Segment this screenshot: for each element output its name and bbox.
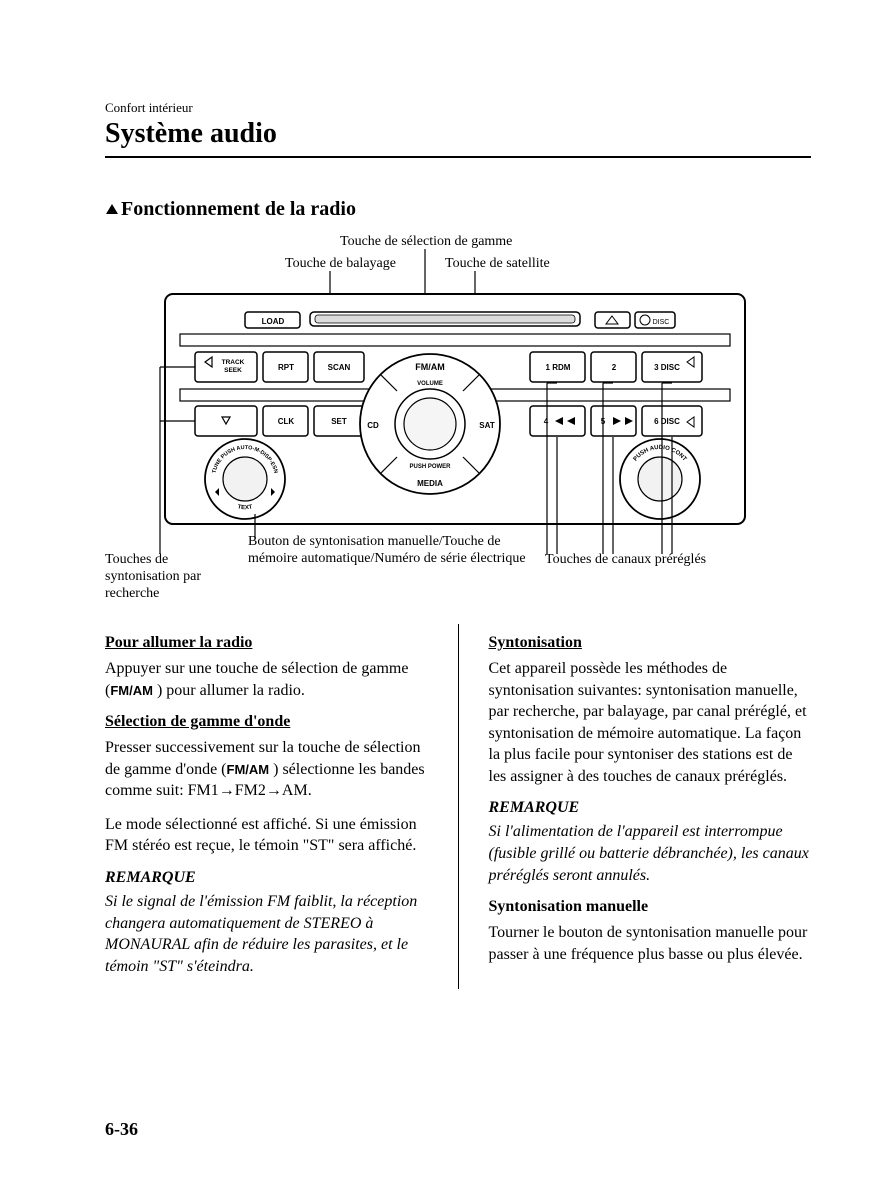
radio-svg: LOAD DISC TRACK SEEK RPT SCAN CLK SE (105, 234, 805, 584)
header-chapter: Confort intérieur (105, 100, 811, 116)
column-divider (458, 624, 459, 990)
left-p3: Le mode sélectionné est affiché. Si une … (105, 814, 428, 857)
svg-text:SEEK: SEEK (224, 367, 242, 374)
two-column-body: Pour allumer la radio Appuyer sur une to… (105, 624, 811, 990)
svg-text:DISC: DISC (653, 319, 670, 326)
right-remarque-text: Si l'alimentation de l'appareil est inte… (489, 821, 812, 886)
section-heading-text: Fonctionnement de la radio (121, 198, 356, 220)
left-column: Pour allumer la radio Appuyer sur une to… (105, 624, 428, 990)
svg-text:LOAD: LOAD (262, 317, 285, 326)
right-column: Syntonisation Cet appareil possède les m… (489, 624, 812, 990)
right-h2: Syntonisation manuelle (489, 898, 812, 916)
section-heading: Fonctionnement de la radio (105, 198, 811, 222)
page-number: 6-36 (105, 1119, 138, 1140)
manual-page: Confort intérieur Système audio Fonction… (0, 0, 891, 1200)
header-rule (105, 156, 811, 158)
right-remarque-label: REMARQUE (489, 799, 812, 817)
svg-text:SAT: SAT (479, 421, 495, 430)
left-p2: Presser successivement sur la touche de … (105, 737, 428, 802)
svg-text:3 DISC: 3 DISC (654, 363, 680, 372)
radio-diagram: Touche de sélection de gamme Touche de b… (105, 234, 805, 584)
right-p2: Tourner le bouton de syntonisation manue… (489, 922, 812, 965)
right-p1: Cet appareil possède les méthodes de syn… (489, 658, 812, 788)
left-remarque-text: Si le signal de l'émission FM faiblit, l… (105, 891, 428, 977)
svg-text:PUSH POWER: PUSH POWER (409, 464, 451, 470)
svg-text:SET: SET (331, 417, 347, 426)
svg-text:SCAN: SCAN (328, 363, 351, 372)
svg-text:2: 2 (612, 363, 617, 372)
left-h2: Sélection de gamme d'onde (105, 713, 428, 731)
callout-seek: Touches de syntonisation par recherche (105, 552, 225, 602)
callout-gamme: Touche de sélection de gamme (340, 234, 512, 251)
svg-text:6 DISC: 6 DISC (654, 417, 680, 426)
svg-text:CD: CD (367, 421, 379, 430)
left-remarque-label: REMARQUE (105, 869, 428, 887)
callout-preset: Touches de canaux préréglés (545, 552, 706, 569)
svg-text:VOLUME: VOLUME (417, 381, 443, 387)
right-h1: Syntonisation (489, 634, 812, 652)
svg-text:4: 4 (544, 417, 549, 426)
svg-text:FM/AM: FM/AM (415, 362, 445, 372)
callout-manual: Bouton de syntonisation manuelle/Touche … (248, 534, 528, 568)
callout-satellite: Touche de satellite (445, 256, 550, 273)
header-title: Système audio (105, 118, 811, 150)
svg-text:CLK: CLK (278, 417, 295, 426)
left-p1: Appuyer sur une touche de sélection de g… (105, 658, 428, 701)
left-h1: Pour allumer la radio (105, 634, 428, 652)
fm-am-inline: FM/AM (110, 683, 153, 698)
triangle-icon (105, 199, 119, 222)
fm-am-inline-2: FM/AM (227, 762, 270, 777)
svg-text:RPT: RPT (278, 363, 294, 372)
svg-text:MEDIA: MEDIA (417, 479, 443, 488)
callout-balayage: Touche de balayage (285, 256, 396, 273)
svg-text:TEXT: TEXT (237, 504, 253, 511)
svg-text:1 RDM: 1 RDM (546, 363, 571, 372)
svg-text:TRACK: TRACK (222, 359, 245, 366)
